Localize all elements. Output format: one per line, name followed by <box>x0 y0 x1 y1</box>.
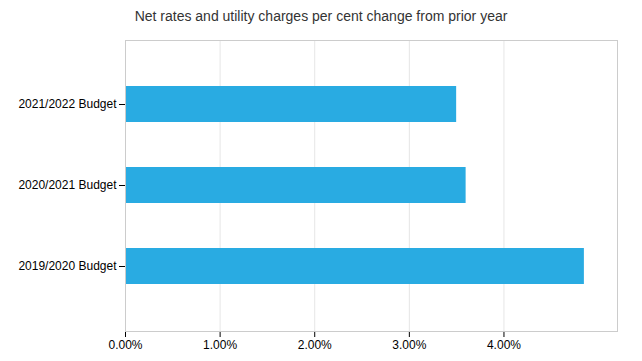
svg-text:1.00%: 1.00% <box>203 338 237 352</box>
svg-text:2021/2022 Budget: 2021/2022 Budget <box>18 97 117 111</box>
svg-text:2.00%: 2.00% <box>298 338 332 352</box>
svg-text:4.00%: 4.00% <box>487 338 521 352</box>
html-text:Net rates and utility charges: Net rates and utility charges per cent c… <box>134 8 508 24</box>
svg-text:0.00%: 0.00% <box>108 338 142 352</box>
svg-text:2019/2020 Budget: 2019/2020 Budget <box>18 259 117 273</box>
svg-text:3.00%: 3.00% <box>392 338 426 352</box>
svg-text:2020/2021 Budget: 2020/2021 Budget <box>18 178 117 192</box>
